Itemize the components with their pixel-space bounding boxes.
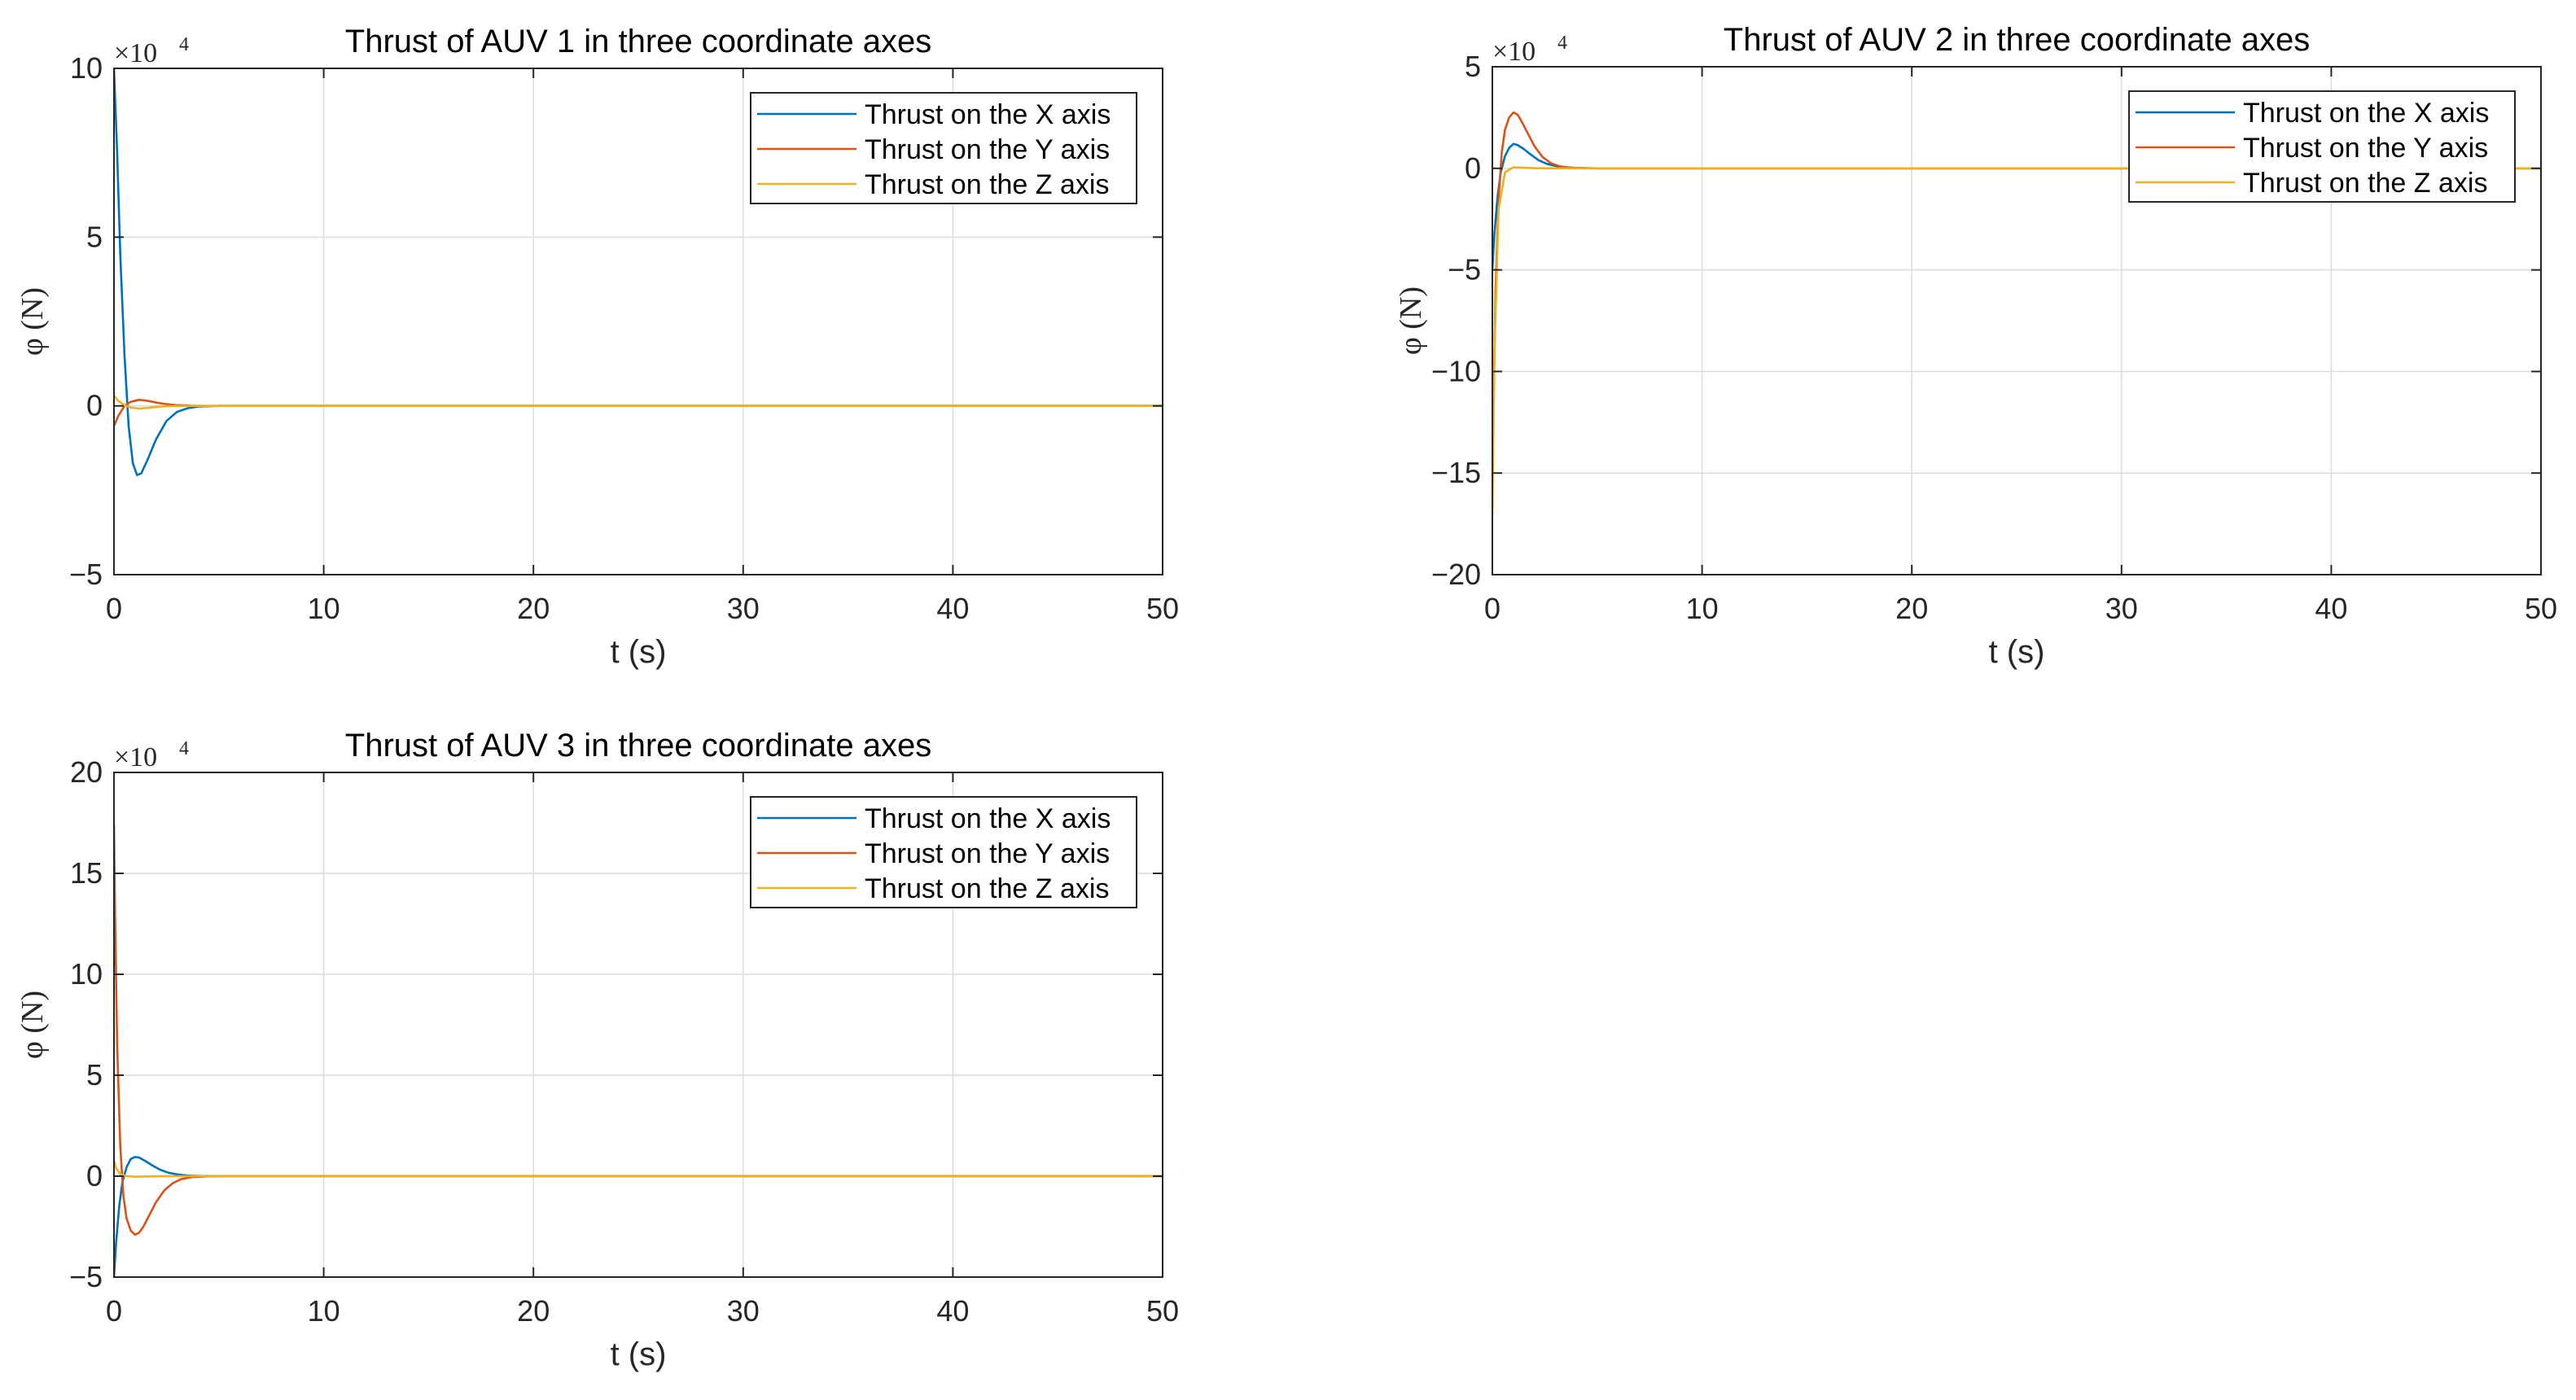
y-tick-label: 5: [1465, 50, 1481, 83]
x-axis-label: t (s): [611, 1337, 667, 1372]
y-axis-label: φ (N): [15, 287, 50, 356]
chart-title: Thrust of AUV 1 in three coordinate axes: [345, 24, 931, 59]
y-tick-label: 15: [70, 856, 103, 890]
legend-label-2: Thrust on the Y axis: [865, 838, 1110, 869]
legend: Thrust on the X axis Thrust on the Y axis…: [2128, 90, 2516, 203]
y-multiplier: ×10: [114, 742, 157, 772]
y-tick-label: −5: [1448, 253, 1481, 287]
y-tick-label: 10: [70, 51, 103, 85]
series-line-3: [114, 395, 1163, 410]
series-group: [114, 68, 1163, 477]
x-axis-label: t (s): [611, 634, 667, 670]
series-group: [1492, 111, 2541, 514]
x-tick-label: 0: [1484, 592, 1500, 625]
y-tick-label: −5: [69, 558, 103, 591]
series-line-3: [114, 1159, 1163, 1178]
x-tick-label: 20: [517, 592, 550, 625]
series-line-1: [114, 1156, 1163, 1277]
x-tick-label: 20: [517, 1294, 550, 1328]
x-tick-label: 20: [1895, 592, 1928, 625]
x-tick-label: 50: [1146, 1294, 1179, 1328]
legend: Thrust on the X axis Thrust on the Y axis…: [750, 796, 1137, 908]
x-tick-label: 30: [727, 1294, 760, 1328]
y-axis-label: φ (N): [15, 991, 50, 1059]
axes-box: [113, 772, 1163, 1278]
y-tick-label: 10: [70, 957, 103, 991]
y-multiplier-exponent: 4: [179, 34, 189, 55]
y-axis-label: φ (N): [1394, 287, 1428, 355]
legend-label-3: Thrust on the Z axis: [865, 169, 1109, 200]
subplot-2: 0 10 20 30 40 50 −20 −15 −10 −5 0 5 ×10 4 Thrust of AU…: [1394, 22, 2557, 670]
y-multiplier-exponent: 4: [1557, 33, 1567, 54]
y-tick-label: 0: [86, 389, 103, 422]
x-tick-label: 40: [936, 592, 969, 625]
y-multiplier: ×10: [114, 38, 157, 68]
x-tick-label: 0: [106, 592, 122, 625]
y-tick-label: 5: [86, 220, 103, 253]
x-tick-label: 50: [1146, 592, 1179, 625]
legend-label-2: Thrust on the Y axis: [865, 134, 1110, 165]
y-multiplier-exponent: 4: [179, 738, 189, 759]
legend: Thrust on the X axis Thrust on the Y axis…: [750, 92, 1137, 204]
legend-label-1: Thrust on the X axis: [865, 99, 1111, 130]
x-tick-label: 30: [727, 592, 760, 625]
x-tick-label: 40: [2315, 592, 2347, 625]
axes-box: [113, 68, 1163, 575]
series-group: [114, 822, 1163, 1277]
legend-label-1: Thrust on the X axis: [2243, 98, 2489, 129]
y-tick-label: −20: [1431, 558, 1481, 591]
axes-box: [1492, 66, 2542, 575]
chart-title: Thrust of AUV 3 in three coordinate axes: [345, 728, 931, 763]
x-tick-label: 10: [1686, 592, 1719, 625]
y-multiplier: ×10: [1492, 37, 1536, 67]
x-tick-label: 30: [2105, 592, 2138, 625]
x-tick-label: 0: [106, 1294, 122, 1328]
legend-label-3: Thrust on the Z axis: [2243, 168, 2487, 199]
y-tick-label: 0: [86, 1159, 103, 1192]
legend-label-3: Thrust on the Z axis: [865, 873, 1109, 904]
y-tick-label: −15: [1431, 456, 1481, 489]
legend-label-1: Thrust on the X axis: [865, 803, 1111, 834]
series-line-3: [1492, 166, 2541, 514]
chart-title: Thrust of AUV 2 in three coordinate axes: [1724, 22, 2310, 58]
x-tick-label: 10: [308, 1294, 340, 1328]
series-line-2: [114, 398, 1163, 427]
y-tick-label: −10: [1431, 354, 1481, 387]
y-tick-label: 5: [86, 1058, 103, 1092]
x-tick-label: 50: [2525, 592, 2557, 625]
y-tick-label: 20: [70, 755, 103, 789]
y-tick-label: 0: [1465, 151, 1481, 185]
x-tick-label: 40: [936, 1294, 969, 1328]
x-tick-label: 10: [308, 592, 340, 625]
x-axis-label: t (s): [1989, 634, 2045, 670]
y-tick-label: −5: [69, 1260, 103, 1293]
legend-label-2: Thrust on the Y axis: [2243, 133, 2488, 164]
